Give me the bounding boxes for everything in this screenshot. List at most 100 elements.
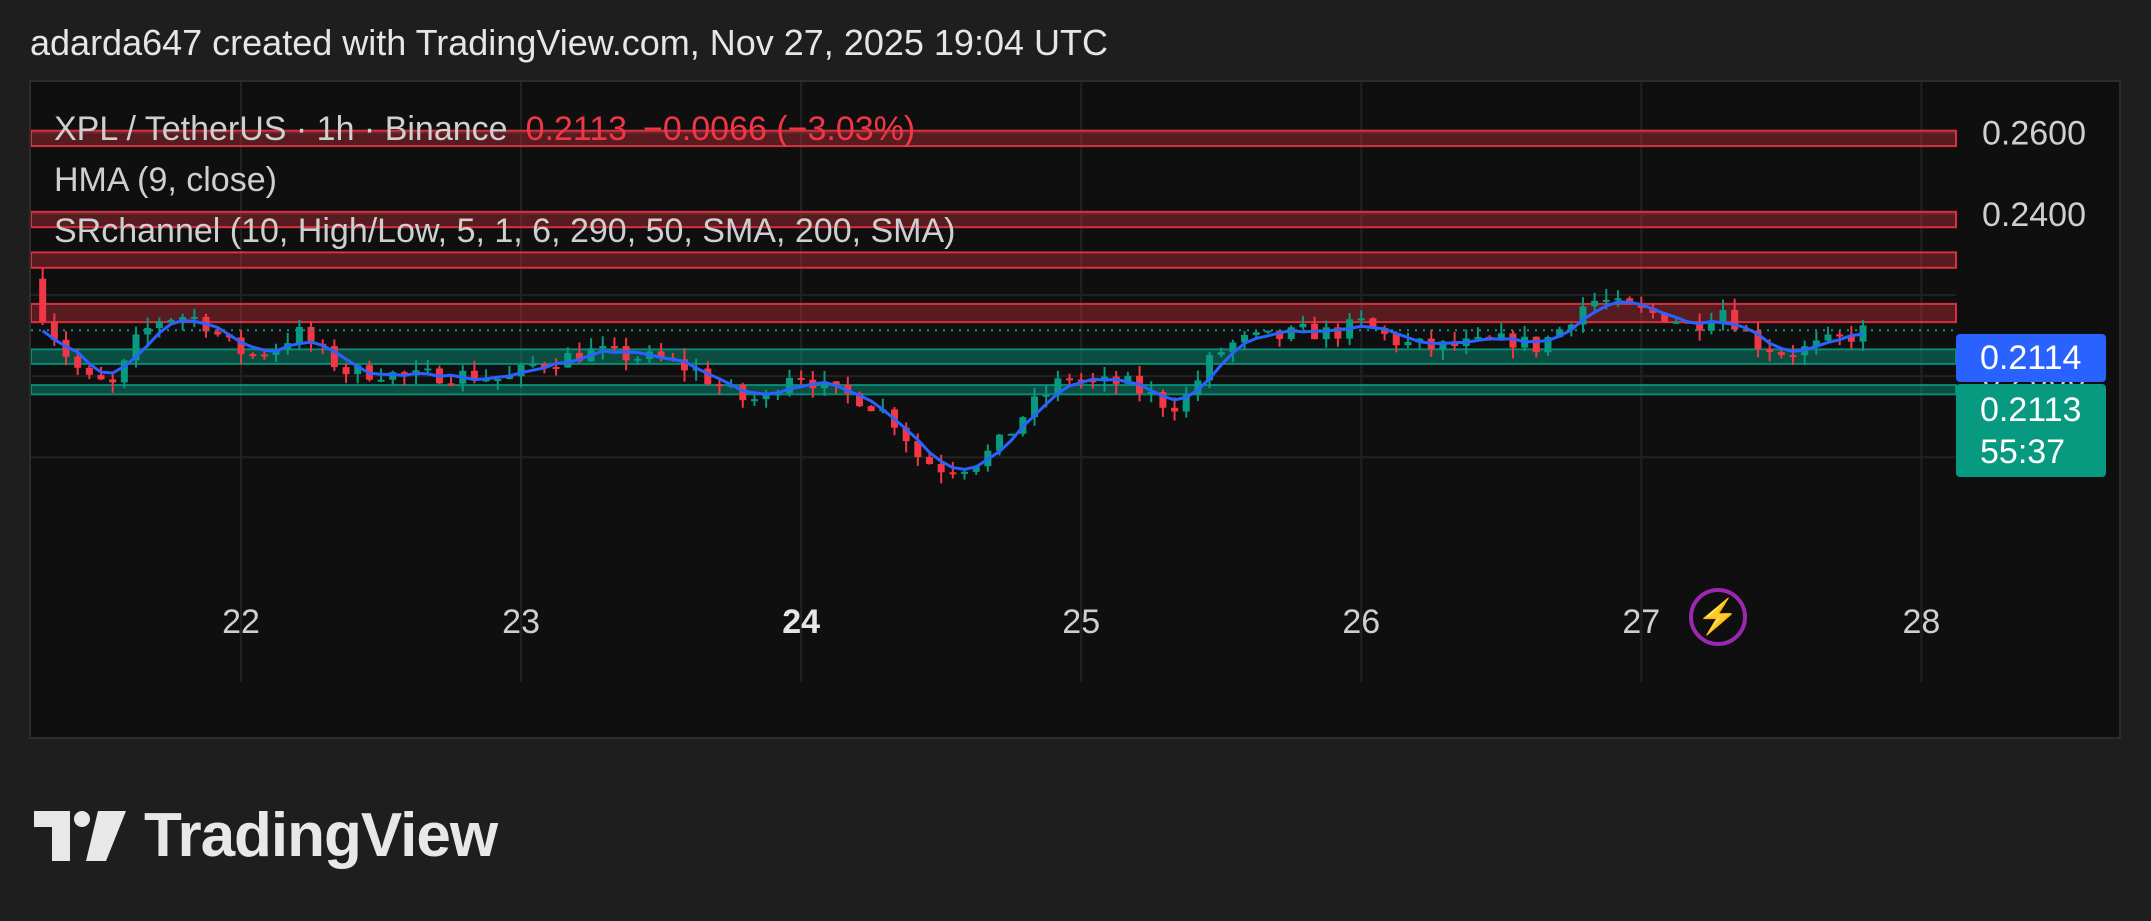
- grid-layer: [31, 82, 1956, 682]
- candle-body: [179, 317, 187, 320]
- candle-body: [1731, 309, 1739, 330]
- candle-body: [1719, 309, 1727, 322]
- candle-body: [1544, 337, 1552, 353]
- candle-body: [564, 352, 572, 368]
- candle-body: [599, 346, 607, 349]
- bar-countdown: 55:37: [1980, 433, 2066, 471]
- candle-body: [937, 463, 945, 473]
- x-tick-label: 27: [1622, 603, 1660, 641]
- y-tick-label: 0.2400: [1982, 196, 2086, 234]
- candle-body: [1066, 378, 1074, 381]
- candle-body: [1824, 334, 1832, 341]
- candle-body: [85, 367, 93, 375]
- candle-body: [715, 384, 723, 387]
- candle-body: [540, 364, 548, 367]
- candle-body: [447, 383, 455, 386]
- candle-body: [505, 376, 513, 380]
- lightning-icon[interactable]: ⚡: [1689, 588, 1747, 646]
- indicator-srchannel[interactable]: SRchannel (10, High/Low, 5, 1, 6, 290, 5…: [54, 212, 956, 250]
- candle-body: [1322, 327, 1330, 340]
- candle-body: [1602, 299, 1610, 302]
- candle-body: [249, 354, 257, 357]
- candle-body: [552, 366, 560, 369]
- candle-body: [1031, 396, 1039, 418]
- candle-body: [144, 328, 152, 335]
- candle-body: [1474, 336, 1482, 339]
- candle-body: [1614, 298, 1622, 301]
- candle-body: [1182, 394, 1190, 412]
- candle-body: [1859, 325, 1867, 342]
- resistance-zone: [31, 210, 1957, 229]
- candle-body: [797, 377, 805, 380]
- candle-body: [167, 319, 175, 322]
- candle-body: [762, 393, 770, 400]
- candle-body: [342, 367, 350, 375]
- support-zone: [31, 384, 1957, 396]
- chart-legend: XPL / TetherUS · 1h · Binance 0.2113 −0.00…: [54, 104, 956, 257]
- candle-body: [1369, 318, 1377, 328]
- candle-body: [1194, 380, 1202, 395]
- candle-body: [1404, 341, 1412, 346]
- resistance-zone: [31, 251, 1957, 269]
- brand-name: TradingView: [144, 801, 498, 870]
- chart-attribution: adarda647 created with TradingView.com, …: [30, 22, 1108, 63]
- candle-body: [867, 406, 875, 412]
- candle-body: [1042, 394, 1050, 397]
- candle-body: [307, 326, 315, 344]
- candle-body: [750, 399, 758, 402]
- candle-body: [109, 379, 117, 383]
- candle-body: [62, 339, 70, 357]
- candle-body: [1556, 329, 1564, 338]
- candle-body: [260, 354, 268, 357]
- candle-body: [424, 368, 432, 371]
- indicator-hma[interactable]: HMA (9, close): [54, 161, 277, 199]
- candle-body: [1264, 330, 1272, 333]
- candle-body: [1439, 341, 1447, 350]
- hma-price-value: 0.2114: [1980, 339, 2082, 377]
- candle-body: [1392, 333, 1400, 346]
- candle-body: [949, 472, 957, 475]
- candle-body: [1766, 348, 1774, 353]
- candle-body: [295, 326, 303, 344]
- candle-body: [1591, 300, 1599, 307]
- candle-body: [400, 372, 408, 376]
- candle-body: [657, 351, 665, 358]
- candle-body: [1579, 306, 1587, 325]
- tv-mark-icon: [34, 810, 126, 861]
- candle-body: [855, 393, 863, 407]
- x-tick-label: 24: [782, 603, 820, 641]
- candle-body: [330, 346, 338, 368]
- candle-body: [704, 368, 712, 385]
- candle-body: [494, 379, 502, 382]
- candle-body: [1742, 329, 1750, 332]
- candle-body: [902, 427, 910, 442]
- candle-body: [1287, 327, 1295, 339]
- candle-body: [1124, 375, 1132, 384]
- candle-body: [844, 384, 852, 394]
- candle-body: [1532, 336, 1540, 353]
- candle-body: [575, 352, 583, 362]
- candle-body: [1754, 330, 1762, 349]
- candle-body: [1777, 352, 1785, 356]
- candle-body: [1229, 342, 1237, 353]
- candle-body: [610, 346, 618, 349]
- y-tick-label: 0.2600: [1982, 115, 2086, 153]
- candle-body: [820, 381, 828, 389]
- x-tick-label: 26: [1342, 603, 1380, 641]
- candle-body: [972, 466, 980, 472]
- candle-body: [1007, 433, 1015, 436]
- candle-body: [1357, 318, 1365, 321]
- symbol-line: XPL / TetherUS · 1h · Binance 0.2113 −0.00…: [54, 104, 956, 155]
- candle-body: [1497, 333, 1505, 340]
- candle-body: [354, 365, 362, 375]
- candle-body: [517, 364, 525, 377]
- candle-body: [1847, 335, 1855, 342]
- candle-body: [470, 370, 478, 381]
- candle-body: [1672, 321, 1680, 324]
- x-tick-label: 22: [222, 603, 260, 641]
- candle-body: [1206, 354, 1214, 381]
- candle-body: [1171, 407, 1179, 412]
- candle-body: [1334, 327, 1342, 339]
- candle-body: [237, 337, 245, 355]
- support-zone: [31, 348, 1957, 365]
